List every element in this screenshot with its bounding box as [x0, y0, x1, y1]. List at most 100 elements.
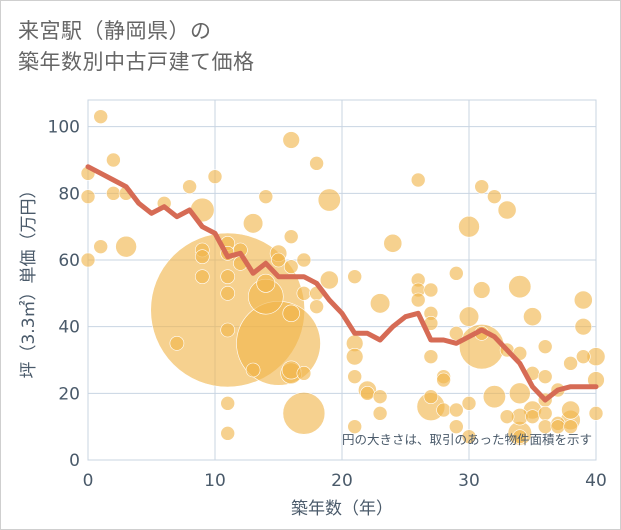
scatter-point: [296, 252, 312, 268]
scatter-point: [115, 235, 137, 258]
scatter-point: [347, 369, 363, 384]
scatter-point: [372, 406, 388, 421]
scatter-point: [256, 273, 276, 293]
scatter-point: [271, 252, 286, 268]
scatter-point: [499, 409, 515, 424]
scatter-point: [309, 299, 324, 314]
scatter-point: [296, 286, 312, 301]
scatter-point: [283, 259, 299, 274]
scatter-point: [258, 189, 274, 204]
scatter-point: [106, 152, 121, 168]
scatter-point: [588, 406, 604, 421]
scatter-point: [283, 229, 299, 244]
scatter-point: [347, 419, 363, 434]
scatter-point: [220, 286, 235, 301]
scatter-point: [458, 215, 480, 238]
scatter-point: [561, 400, 581, 420]
scatter-point: [383, 233, 403, 253]
scatter-point: [169, 336, 185, 351]
scatter-point: [575, 349, 591, 364]
y-tick-label: 80: [58, 184, 80, 204]
x-tick-label: 30: [458, 471, 480, 491]
scatter-point: [497, 200, 517, 220]
scatter-point: [245, 362, 261, 378]
scatter-point: [220, 396, 235, 411]
scatter-point: [423, 349, 439, 364]
scatter-point: [574, 317, 592, 336]
axes-layer: 0 10 20 30 40 0 20 40 60 80 100: [48, 118, 607, 491]
scatter-point: [207, 169, 223, 184]
size-annotation: 円の大きさは、取引のあった物件面積を示す: [342, 432, 592, 447]
scatter-point: [461, 396, 477, 411]
scatter-point: [448, 402, 464, 418]
scatter-point: [563, 419, 578, 434]
trend-line-layer: [85, 164, 599, 403]
scatter-point: [423, 389, 439, 404]
scatter-point: [573, 290, 593, 310]
x-tick-label: 0: [83, 471, 94, 491]
scatter-point: [448, 419, 464, 434]
scatter-point: [93, 109, 108, 124]
scatter-point: [220, 322, 235, 338]
scatter-point: [80, 252, 96, 268]
scatter-point: [370, 293, 391, 314]
scatter-point: [487, 189, 502, 204]
scatter-point: [220, 269, 235, 284]
scatter-point: [182, 179, 197, 194]
y-tick-label: 40: [58, 318, 80, 338]
scatter-point: [473, 281, 491, 299]
scatter-point: [461, 429, 477, 444]
x-tick-label: 40: [585, 471, 607, 491]
scatter-point: [458, 306, 480, 327]
scatter-point: [195, 249, 210, 264]
scatter-point: [448, 326, 464, 341]
scatter-point: [347, 269, 363, 284]
scatter-point: [319, 270, 339, 290]
scatter-point: [93, 239, 108, 254]
scatter-point: [512, 429, 528, 444]
scatter-point: [537, 406, 553, 421]
scatter-point: [106, 186, 121, 201]
scatter-point: [525, 409, 540, 424]
scatter-point: [474, 179, 490, 194]
y-tick-label: 60: [58, 251, 80, 271]
scatter-point: [282, 392, 326, 435]
scatter-point: [346, 347, 364, 366]
y-axis-label: 坪（3.3㎡）単価（万円）: [19, 181, 39, 378]
scatter-point: [410, 172, 426, 188]
y-tick-label: 100: [48, 118, 80, 138]
scatter-point: [482, 385, 506, 409]
scatter-point: [523, 307, 542, 327]
scatter-point: [360, 386, 375, 401]
scatter-point: [410, 292, 426, 308]
scatter-point: [372, 389, 388, 404]
scatter-point: [317, 188, 341, 212]
scatter-point: [220, 426, 235, 441]
bubble-layer: [80, 109, 606, 446]
scatter-point: [448, 266, 464, 281]
grid-lines: [87, 99, 597, 461]
scatter-point: [80, 189, 96, 204]
chart-title-line1: 来宮駅（静岡県）の: [18, 19, 212, 43]
scatter-point: [309, 156, 324, 171]
average-price-line: [85, 164, 599, 403]
scatter-point: [508, 382, 531, 405]
scatter-point: [282, 304, 300, 323]
scatter-point: [537, 339, 553, 354]
y-tick-label: 0: [69, 451, 80, 471]
scatter-point: [436, 402, 451, 418]
scatter-point: [195, 269, 210, 284]
scatter-point: [243, 213, 264, 234]
scatter-point: [436, 372, 451, 388]
scatter-point: [423, 282, 439, 298]
scatter-point: [563, 356, 578, 371]
scatter-point: [296, 366, 312, 381]
scatter-point: [537, 369, 553, 384]
x-tick-label: 10: [204, 471, 226, 491]
scatter-point: [282, 131, 300, 149]
chart-title: 来宮駅（静岡県）の 築年数別中古戸建て価格: [18, 16, 255, 78]
x-axis-label: 築年数（年）: [291, 499, 393, 519]
scatter-point: [508, 275, 532, 299]
x-tick-label: 20: [331, 471, 353, 491]
